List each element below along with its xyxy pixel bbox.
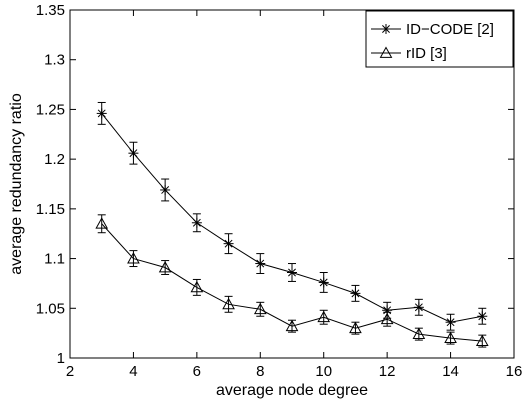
asterisk-icon [381, 24, 391, 34]
data-point [160, 184, 171, 195]
legend-label: rID [3] [406, 45, 447, 62]
data-point [223, 238, 234, 249]
data-point [127, 252, 140, 264]
data-point [444, 331, 457, 344]
y-tick-label: 1.25 [36, 101, 65, 118]
data-point [317, 310, 331, 323]
legend-label: ID−CODE [2] [406, 21, 494, 38]
data-point [95, 217, 109, 229]
data-point [413, 302, 424, 313]
y-tick-label: 1.35 [36, 2, 65, 19]
x-tick-label: 2 [66, 363, 74, 380]
legend-item-2: rID [3] [371, 45, 447, 62]
x-tick-label: 10 [315, 363, 332, 380]
series-layer [95, 101, 489, 348]
x-tick-label: 8 [256, 363, 264, 380]
data-point [350, 288, 361, 299]
data-point [255, 258, 266, 269]
x-axis-label: average node degree [216, 382, 368, 399]
x-tick-label: 12 [379, 363, 396, 380]
data-point [475, 334, 489, 346]
data-point [412, 327, 426, 340]
data-point [128, 148, 139, 159]
data-point [349, 321, 362, 334]
x-tick-label: 4 [129, 363, 137, 380]
triangle-icon [379, 46, 393, 58]
data-point [318, 277, 329, 288]
x-tick-label: 6 [193, 363, 201, 380]
data-point [285, 319, 299, 332]
data-point [287, 267, 297, 278]
data-point [477, 311, 488, 322]
data-point [96, 108, 107, 119]
y-axis-label: average redundancy ratio [8, 93, 25, 275]
data-point [222, 297, 235, 310]
data-point [445, 317, 456, 328]
plot-area [69, 9, 515, 359]
y-tick-label: 1.2 [44, 151, 65, 168]
data-point [190, 280, 204, 293]
x-tick-label: 14 [442, 363, 459, 380]
y-tick-label: 1 [57, 350, 65, 367]
x-tick-label: 16 [506, 363, 523, 380]
y-tick-label: 1.1 [44, 251, 65, 268]
y-tick-label: 1.3 [44, 52, 65, 69]
y-tick-label: 1.05 [36, 300, 65, 317]
data-point [158, 260, 172, 273]
series-2 [95, 214, 489, 348]
data-point [380, 312, 394, 325]
data-point [191, 217, 202, 228]
data-point [253, 302, 267, 315]
y-tick-label: 1.15 [36, 201, 65, 218]
legend: ID−CODE [2] rID [3] [365, 10, 514, 68]
legend-item-1: ID−CODE [2] [371, 21, 494, 38]
